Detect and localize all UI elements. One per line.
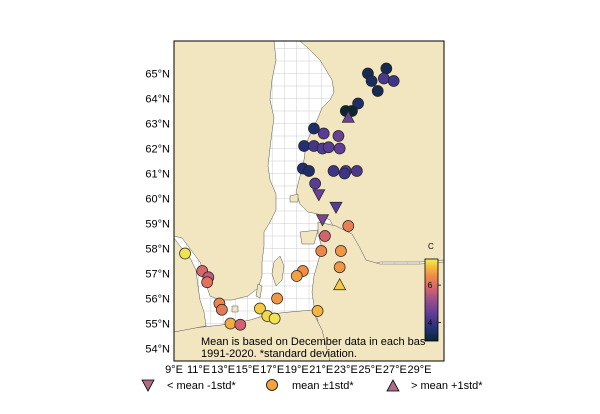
land-oland — [255, 283, 263, 299]
legend-label-mean: mean ±1std* — [292, 380, 354, 392]
station-marker-mean — [387, 75, 400, 87]
latitude-label: 56°N — [145, 294, 170, 306]
station-marker-mean — [342, 220, 355, 232]
longitude-label: 15°E — [236, 364, 260, 376]
station-marker-mean — [311, 305, 324, 317]
colorbar: C 64 — [424, 242, 441, 342]
land-aland — [289, 193, 299, 203]
land-masses — [173, 40, 445, 362]
colorbar-tick-label: 4 — [428, 318, 433, 327]
longitude-label: 29°E — [407, 364, 431, 376]
station-marker-mean — [335, 245, 347, 257]
latitude-label: 62°N — [145, 144, 170, 156]
legend-circle-icon — [266, 379, 278, 391]
longitude-label: 21°E — [309, 364, 333, 376]
land-saaremaa — [299, 229, 319, 245]
station-marker-mean — [338, 167, 351, 180]
station-marker-above — [341, 110, 355, 123]
station-marker-mean — [290, 270, 303, 282]
station-marker-mean — [309, 177, 321, 190]
station-marker-mean — [179, 247, 191, 260]
latitude-label: 57°N — [145, 269, 170, 281]
latitude-label: 64°N — [145, 94, 170, 106]
land-bornholm — [231, 305, 239, 313]
latitude-label: 60°N — [145, 194, 170, 206]
station-marker-mean — [224, 317, 237, 330]
station-marker-mean — [351, 165, 363, 177]
land-scandinavia — [173, 40, 277, 301]
map-note-line-2: 1991-2020. *standard deviation. — [201, 348, 357, 360]
longitude-label: 11°E — [187, 364, 210, 376]
station-marker-above — [333, 278, 347, 291]
station-marker-mean — [234, 318, 247, 331]
station-marker-below — [312, 189, 326, 202]
station-marker-mean — [371, 85, 384, 97]
station-marker-mean — [322, 141, 335, 154]
station-marker-mean — [303, 165, 315, 177]
latitude-label: 65°N — [145, 69, 170, 81]
station-marker-mean — [254, 302, 266, 315]
station-marker-mean — [308, 122, 320, 135]
colorbar-tick-label: 6 — [428, 281, 433, 290]
legend-label-above: > mean +1std* — [411, 380, 483, 392]
longitude-label: 19°E — [285, 364, 309, 376]
latitude-label: 61°N — [145, 169, 170, 181]
map-panel: 54°N 55°N 56°N 57°N 58°N 59°N 60°N 61°N 62°N 63°N… — [145, 40, 445, 376]
legend: < mean -1std* mean ±1std* > mean +1std* — [141, 379, 483, 392]
latitude-tick-labels: 54°N 55°N 56°N 57°N 58°N 59°N 60°N 61°N 62°N 63°N… — [145, 69, 170, 356]
legend-triangle-down-icon — [141, 379, 155, 392]
station-marker-mean — [201, 276, 213, 289]
station-marker-mean — [271, 292, 283, 305]
longitude-label: 13°E — [211, 364, 235, 376]
station-marker-mean — [332, 130, 345, 142]
longitude-label: 17°E — [260, 364, 284, 376]
colorbar-gradient — [424, 258, 439, 342]
station-marker-mean — [365, 75, 378, 87]
colorbar-unit: C — [428, 242, 434, 251]
latitude-label: 58°N — [145, 244, 170, 256]
station-marker-mean — [315, 245, 328, 257]
station-marker-below — [315, 214, 330, 227]
longitude-label: 27°E — [383, 364, 407, 376]
longitude-label: 9°E — [165, 364, 183, 376]
latitude-label: 55°N — [145, 319, 170, 331]
map-frame — [173, 40, 445, 362]
station-marker-mean — [378, 72, 390, 85]
longitude-label: 23°E — [334, 364, 358, 376]
station-marker-mean — [333, 142, 346, 155]
station-marker-mean — [380, 62, 393, 75]
station-marker-below — [329, 201, 343, 214]
legend-triangle-up-icon — [386, 379, 400, 392]
station-marker-mean — [327, 165, 340, 177]
map-note-line-1: Mean is based on December data in each b… — [201, 336, 426, 348]
station-marker-mean — [268, 312, 281, 325]
station-marker-mean — [298, 140, 310, 152]
latitude-label: 54°N — [145, 344, 170, 356]
colorbar-ticks: 64 — [428, 281, 441, 327]
legend-label-below: < mean -1std* — [167, 380, 237, 392]
station-markers — [179, 62, 400, 331]
station-marker-mean — [333, 261, 346, 274]
station-marker-mean — [319, 230, 331, 242]
longitude-label: 25°E — [358, 364, 382, 376]
station-marker-mean — [317, 127, 330, 140]
longitude-tick-labels: 9°E 11°E 13°E 15°E 17°E 19°E 21°E 23°E 25°E 27°E 2… — [165, 364, 431, 376]
latitude-label: 63°N — [145, 119, 170, 131]
station-marker-mean — [216, 303, 228, 316]
land-gotland — [271, 255, 285, 287]
latitude-label: 59°N — [145, 219, 170, 231]
